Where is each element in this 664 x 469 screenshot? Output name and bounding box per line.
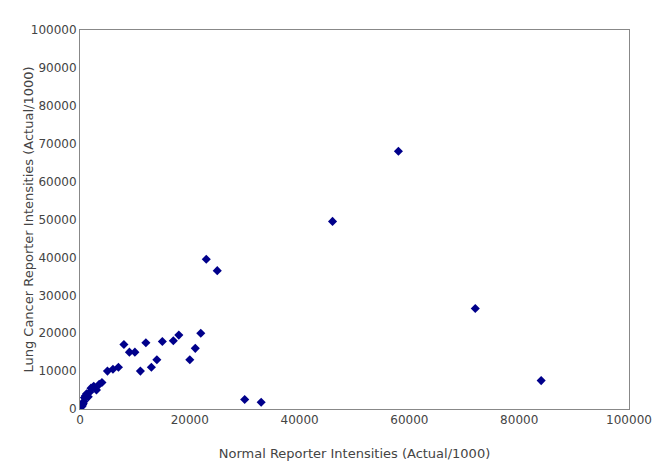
svg-text:40000: 40000	[281, 413, 319, 427]
svg-text:100000: 100000	[31, 23, 77, 37]
svg-text:70000: 70000	[38, 137, 76, 151]
svg-text:0: 0	[76, 413, 84, 427]
svg-text:60000: 60000	[390, 413, 428, 427]
svg-text:Lung Cancer Reporter Intensiti: Lung Cancer Reporter Intensities (Actual…	[21, 66, 36, 372]
svg-text:80000: 80000	[500, 413, 538, 427]
svg-text:90000: 90000	[38, 61, 76, 75]
svg-text:Normal Reporter Intensities (A: Normal Reporter Intensities (Actual/1000…	[219, 446, 490, 461]
svg-text:40000: 40000	[38, 251, 76, 265]
svg-text:50000: 50000	[38, 213, 76, 227]
svg-text:80000: 80000	[38, 99, 76, 113]
svg-text:100000: 100000	[606, 413, 652, 427]
svg-text:30000: 30000	[38, 289, 76, 303]
svg-text:10000: 10000	[38, 364, 76, 378]
svg-text:20000: 20000	[171, 413, 209, 427]
svg-text:60000: 60000	[38, 175, 76, 189]
svg-text:20000: 20000	[38, 326, 76, 340]
svg-text:0: 0	[69, 402, 77, 416]
